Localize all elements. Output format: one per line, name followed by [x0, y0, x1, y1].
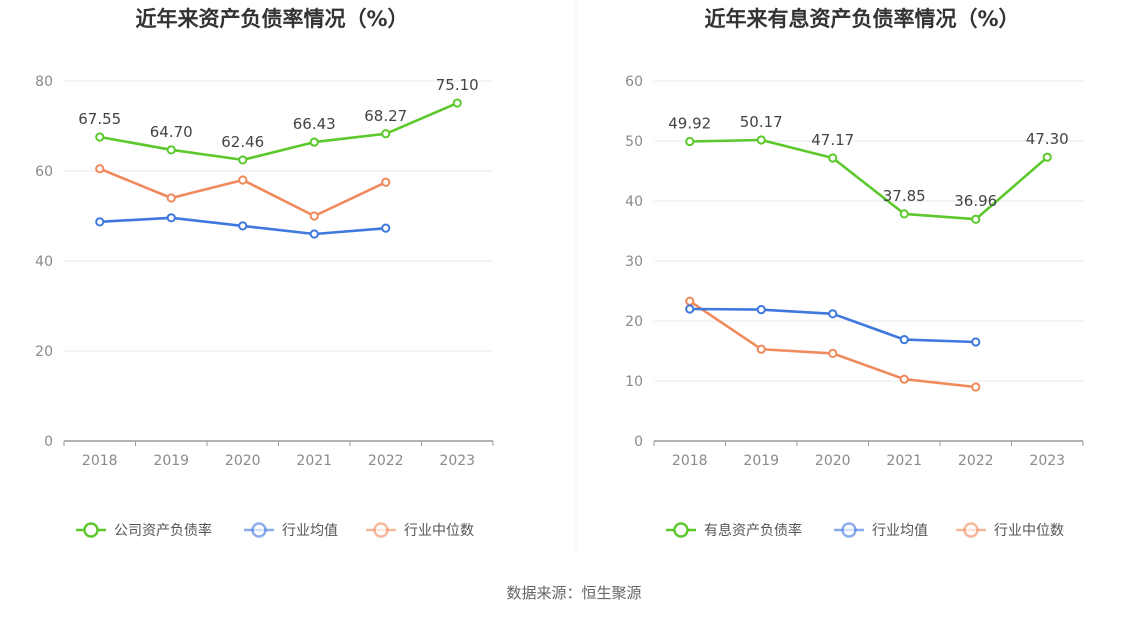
- legend-label: 行业中位数: [994, 523, 1064, 539]
- legend-marker: [83, 522, 99, 538]
- y-tick-label: 20: [625, 314, 643, 330]
- legend-marker: [373, 522, 389, 538]
- y-tick-label: 30: [625, 254, 643, 270]
- legend: 有息资产负债率 行业均值 行业中位数: [666, 522, 1064, 539]
- legend-item-1[interactable]: 行业均值: [834, 522, 928, 539]
- data-point[interactable]: [166, 193, 176, 203]
- legend-label: 行业中位数: [404, 523, 474, 539]
- data-point[interactable]: [1042, 152, 1052, 162]
- legend-marker: [841, 522, 857, 538]
- data-point[interactable]: [452, 98, 462, 108]
- data-point[interactable]: [238, 175, 248, 185]
- chart-1: 近年来资产负债率情况（%） 0 20 40 60 80 2018 2019 2020 2021 20…: [35, 7, 494, 539]
- y-tick-label: 20: [35, 344, 53, 360]
- y-tick-label: 50: [625, 134, 643, 150]
- data-point[interactable]: [685, 136, 695, 147]
- data-point[interactable]: [756, 305, 766, 315]
- data-label: 75.10: [436, 76, 479, 94]
- series-line-0: [99, 101, 458, 162]
- data-point[interactable]: [756, 135, 766, 145]
- x-tick-label: 2019: [743, 453, 779, 469]
- legend-label: 行业均值: [872, 523, 928, 539]
- y-tick-label: 10: [625, 374, 643, 390]
- legend-marker: [251, 522, 267, 538]
- legend-item-0[interactable]: 有息资产负债率: [666, 522, 802, 539]
- legend-item-2[interactable]: 行业中位数: [366, 522, 474, 539]
- data-point[interactable]: [166, 145, 176, 155]
- legend-label: 行业均值: [282, 523, 338, 539]
- data-label: 62.46: [221, 133, 264, 151]
- x-tick-label: 2022: [958, 453, 994, 469]
- x-tick-label: 2023: [1029, 453, 1065, 469]
- data-point[interactable]: [828, 348, 838, 358]
- x-tick-label: 2020: [225, 453, 261, 469]
- x-tick-label: 2021: [886, 453, 922, 469]
- data-point[interactable]: [238, 155, 248, 165]
- data-point[interactable]: [309, 137, 319, 147]
- data-point[interactable]: [685, 296, 695, 306]
- data-label: 68.27: [364, 107, 407, 125]
- chart-title: 近年来有息资产负债率情况（%）: [704, 7, 1019, 31]
- data-point[interactable]: [381, 129, 391, 139]
- y-tick-label: 60: [625, 74, 643, 90]
- data-label: 50.17: [740, 113, 783, 131]
- legend-marker: [673, 522, 689, 538]
- x-tick-label: 2018: [672, 453, 708, 469]
- data-point[interactable]: [309, 229, 319, 239]
- source-text: 数据来源：恒生聚源: [506, 584, 641, 602]
- data-point[interactable]: [685, 304, 695, 314]
- series-line-0: [689, 138, 1049, 221]
- data-label: 66.43: [293, 115, 336, 133]
- data-point[interactable]: [971, 382, 981, 392]
- data-label: 36.96: [954, 192, 997, 210]
- data-point[interactable]: [238, 221, 248, 231]
- data-point[interactable]: [756, 344, 766, 354]
- data-label: 37.85: [883, 187, 926, 205]
- data-point[interactable]: [95, 164, 105, 174]
- y-tick-label: 80: [35, 74, 53, 90]
- x-tick-label: 2019: [153, 453, 189, 469]
- legend-item-1[interactable]: 行业均值: [244, 522, 338, 539]
- data-point[interactable]: [166, 213, 176, 223]
- x-tick-label: 2022: [368, 453, 404, 469]
- chart-2: 近年来有息资产负债率情况（%） 0 10 20 30 40 50 60 2018 2019 2020…: [625, 7, 1084, 539]
- x-tick-label: 2020: [815, 453, 851, 469]
- data-point[interactable]: [971, 214, 981, 224]
- data-point[interactable]: [971, 337, 981, 347]
- y-tick-label: 60: [35, 164, 53, 180]
- data-point[interactable]: [899, 374, 909, 384]
- legend-label: 公司资产负债率: [114, 522, 212, 539]
- x-tick-label: 2018: [82, 453, 118, 469]
- data-label: 47.17: [811, 131, 854, 149]
- chart-title: 近年来资产负债率情况（%）: [135, 7, 408, 31]
- legend-item-0[interactable]: 公司资产负债率: [76, 522, 212, 539]
- y-tick-label: 0: [44, 434, 53, 450]
- legend-marker: [963, 522, 979, 538]
- data-label: 47.30: [1026, 130, 1069, 148]
- data-label: 49.92: [668, 114, 711, 132]
- y-tick-label: 40: [35, 254, 53, 270]
- legend: 公司资产负债率 行业均值 行业中位数: [76, 522, 474, 539]
- x-tick-label: 2021: [296, 453, 332, 469]
- data-label: 64.70: [150, 123, 193, 141]
- data-point[interactable]: [899, 335, 909, 345]
- data-point[interactable]: [381, 223, 391, 233]
- y-tick-label: 40: [625, 194, 643, 210]
- data-point[interactable]: [828, 309, 838, 319]
- data-point[interactable]: [381, 177, 391, 187]
- legend-item-2[interactable]: 行业中位数: [956, 522, 1064, 539]
- legend-label: 有息资产负债率: [704, 522, 802, 539]
- data-point[interactable]: [899, 209, 909, 219]
- y-tick-label: 0: [634, 434, 643, 450]
- data-point[interactable]: [309, 211, 319, 221]
- x-tick-label: 2023: [439, 453, 475, 469]
- data-point[interactable]: [828, 153, 838, 163]
- data-point[interactable]: [95, 132, 105, 142]
- data-point[interactable]: [95, 217, 105, 227]
- data-label: 67.55: [78, 110, 121, 128]
